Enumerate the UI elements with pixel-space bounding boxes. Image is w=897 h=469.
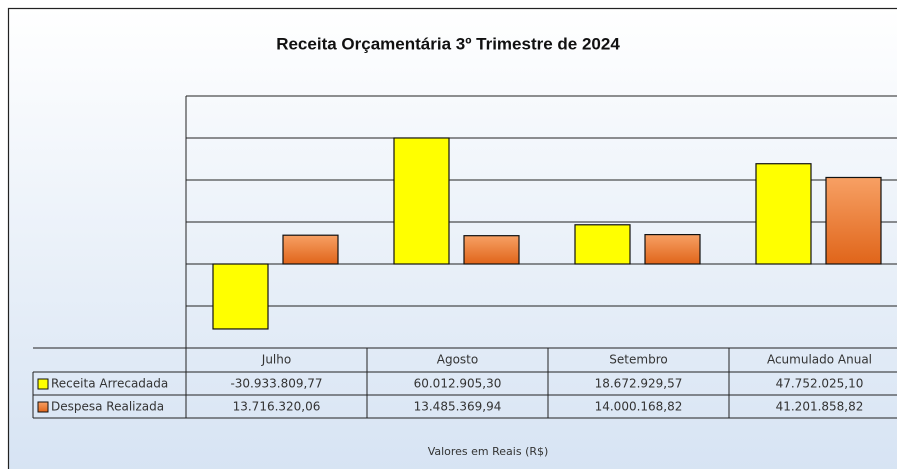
- bar: [574, 224, 631, 265]
- data-label: 60.012.905,30: [414, 377, 502, 391]
- data-label: 13.485.369,94: [414, 400, 502, 414]
- x-tick-label: Julho: [261, 353, 291, 367]
- bar: [825, 176, 882, 265]
- x-tick-label: Acumulado Anual: [767, 353, 872, 367]
- data-label: 47.752.025,10: [776, 377, 864, 391]
- data-label: 14.000.168,82: [595, 400, 683, 414]
- bar: [463, 235, 520, 265]
- bar: [393, 137, 450, 265]
- legend-label: Receita Arrecadada: [51, 377, 168, 391]
- data-label: -30.933.809,77: [230, 377, 322, 391]
- legend-swatch: [37, 401, 49, 413]
- data-label: 18.672.929,57: [595, 377, 683, 391]
- chart-border: [7, 7, 897, 469]
- legend-label: Despesa Realizada: [51, 400, 164, 414]
- legend-swatch: [37, 378, 49, 390]
- chart-title: Receita Orçamentária 3º Trimestre de 202…: [276, 34, 620, 53]
- x-tick-label: Setembro: [609, 353, 667, 367]
- x-tick-label: Agosto: [437, 353, 478, 367]
- data-label: 41.201.858,82: [776, 400, 864, 414]
- data-label: 13.716.320,06: [233, 400, 321, 414]
- bar: [282, 234, 339, 265]
- bar: [212, 263, 269, 330]
- axis-title: Valores em Reais (R$): [428, 445, 549, 458]
- bar: [755, 163, 812, 265]
- bar: [644, 233, 701, 265]
